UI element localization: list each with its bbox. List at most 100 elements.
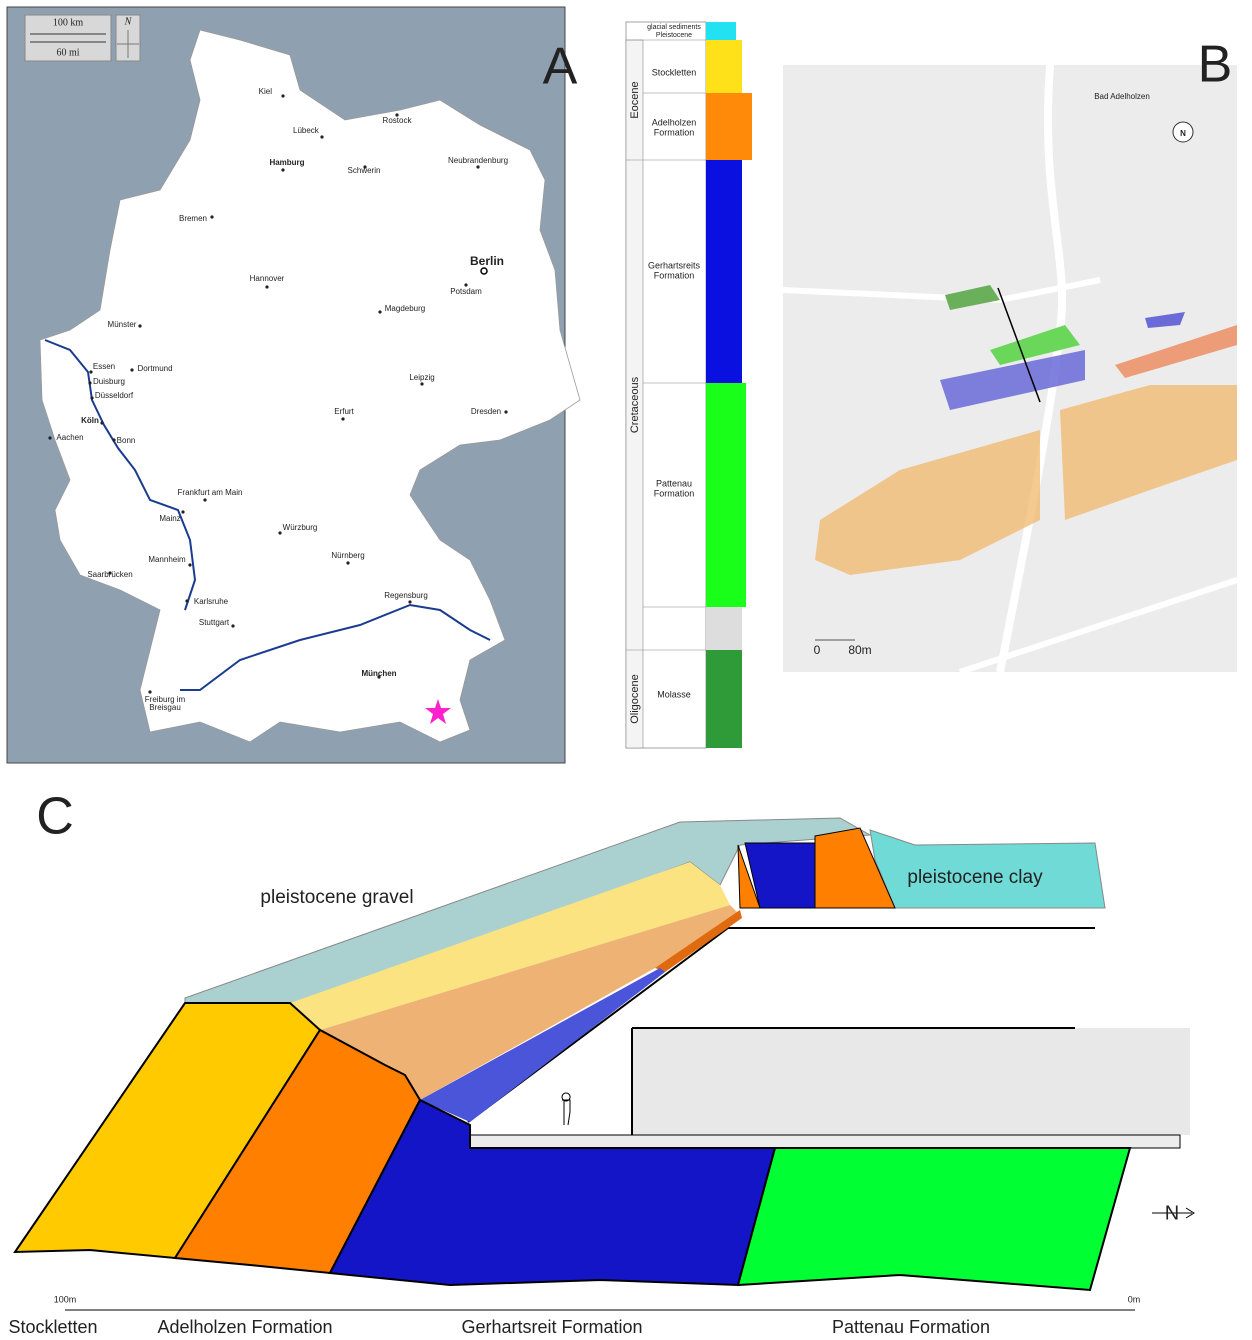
scale-label: 0m: [1128, 1294, 1141, 1304]
city-label: Berlin: [470, 254, 504, 268]
city-label: Kiel: [259, 87, 273, 96]
city-label: Lübeck: [293, 126, 320, 135]
unit-bar: [706, 22, 736, 40]
unit-bar: [706, 383, 746, 607]
scale-label: 0: [814, 643, 821, 657]
city-label: Hamburg: [269, 158, 304, 167]
person-icon: [562, 1093, 570, 1125]
city-dot: [281, 168, 284, 171]
city-dot: [148, 690, 151, 693]
city-dot: [138, 324, 141, 327]
period-label: Cretaceous: [629, 376, 641, 433]
city-dot: [112, 438, 115, 441]
city-label: Münster: [108, 320, 137, 329]
formation-label: Gerhartsreit Formation: [461, 1317, 642, 1337]
city-dot: [378, 310, 381, 313]
north-label: N: [124, 16, 133, 27]
city-label: Würzburg: [283, 523, 318, 532]
city-label: Rostock: [383, 116, 413, 125]
city-dot: [88, 381, 91, 384]
unit-label: Formation: [654, 270, 695, 280]
city-dot: [504, 410, 507, 413]
panel-label: A: [543, 38, 578, 96]
city-label: Breisgau: [149, 703, 181, 712]
unit-bar: [706, 93, 752, 160]
city-label: Leipzig: [409, 373, 434, 382]
city-label: Regensburg: [384, 591, 428, 600]
unit-label: Molasse: [657, 689, 691, 699]
unit-label: Formation: [654, 488, 695, 498]
north-label: N: [1165, 1202, 1179, 1224]
scale-label: 100m: [54, 1294, 77, 1304]
north-label: N: [1180, 129, 1186, 138]
city-label: Potsdam: [450, 287, 482, 296]
city-label: Essen: [93, 362, 115, 371]
formation-label: Pattenau Formation: [832, 1317, 990, 1337]
city-dot: [181, 510, 184, 513]
city-label: Karlsruhe: [194, 597, 229, 606]
city-label: Magdeburg: [385, 304, 425, 313]
city-dot: [341, 417, 344, 420]
city-label: Hannover: [250, 274, 285, 283]
layer-label: pleistocene gravel: [260, 887, 413, 908]
city-dot: [408, 600, 411, 603]
unit-label: Adelholzen: [652, 117, 697, 127]
city-dot: [265, 285, 268, 288]
panel-label: C: [36, 788, 74, 846]
city-label: Duisburg: [93, 377, 125, 386]
unit-label: Pattenau: [656, 478, 692, 488]
scale-label: 60 mi: [56, 47, 79, 58]
unit-label: Stockletten: [652, 67, 697, 77]
unit-bar: [706, 607, 742, 650]
layer-label: pleistocene clay: [907, 867, 1043, 888]
quarry-floor: [468, 1135, 1180, 1148]
city-label: Bonn: [117, 436, 136, 445]
unit-label: Formation: [654, 127, 695, 137]
period-label: Oligocene: [629, 674, 641, 724]
quarry-wall: [632, 1028, 1190, 1135]
city-label: Neubrandenburg: [448, 156, 508, 165]
city-label: Düsseldorf: [95, 391, 134, 400]
unit-bar: [706, 650, 742, 748]
city-label: Nürnberg: [331, 551, 364, 560]
pattenau-block: [738, 1148, 1130, 1290]
city-dot: [420, 382, 423, 385]
city-label: München: [361, 669, 396, 678]
city-label: Aachen: [56, 433, 83, 442]
city-dot: [231, 624, 234, 627]
city-dot: [320, 135, 323, 138]
formation-label: Adelholzen Formation: [157, 1317, 332, 1337]
city-dot: [476, 165, 479, 168]
city-label: Frankfurt am Main: [178, 488, 243, 497]
city-label: Mainz: [159, 514, 180, 523]
city-dot: [100, 421, 103, 424]
unit-label: glacial sediments: [647, 24, 701, 31]
city-dot: [130, 368, 133, 371]
city-dot: [346, 561, 349, 564]
figure: A 100 km 60 mi N Kiel Lübeck Rostock Hamburg Sch…: [0, 0, 1252, 1340]
city-dot: [90, 396, 93, 399]
panel-label: B: [1198, 36, 1233, 94]
scale-label: 100 km: [53, 17, 84, 28]
city-label: Mannheim: [148, 555, 186, 564]
formation-label: Stockletten: [8, 1317, 97, 1337]
place-label: Bad Adelholzen: [1094, 92, 1150, 101]
city-label: Dresden: [471, 407, 501, 416]
unit-bar: [706, 40, 742, 93]
city-label: Schwerin: [348, 166, 381, 175]
unit-label: Pleistocene: [656, 32, 692, 39]
city-label: Bremen: [179, 214, 207, 223]
city-label: Stuttgart: [199, 618, 230, 627]
city-dot: [464, 283, 467, 286]
city-label: Saarbrücken: [87, 570, 132, 579]
city-label: Köln: [81, 416, 99, 425]
unit-bar: [706, 160, 742, 383]
city-dot: [48, 436, 51, 439]
city-label: Dortmund: [137, 364, 172, 373]
city-dot: [481, 268, 487, 274]
scale-label: 80m: [848, 643, 871, 657]
city-dot: [210, 215, 213, 218]
city-dot: [281, 94, 284, 97]
city-dot: [188, 563, 191, 566]
city-label: Erfurt: [334, 407, 354, 416]
